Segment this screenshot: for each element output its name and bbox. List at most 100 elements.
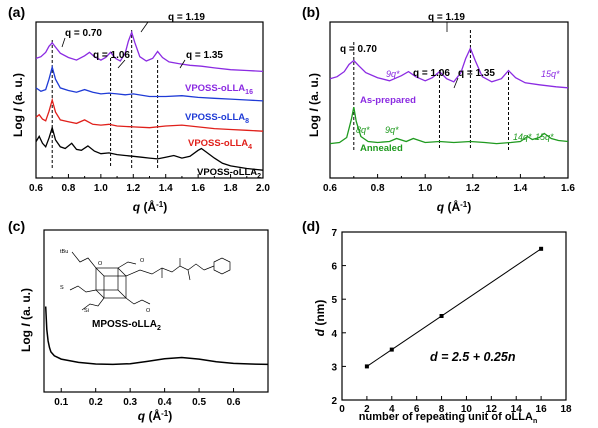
peak-arrow — [179, 59, 186, 69]
panel-d-xtick-label: 16 — [536, 404, 548, 415]
panel-d-xtick-label: 6 — [414, 404, 420, 415]
panel-b: (b) 0.6 0.8 1.0 1.2 1.4 1.6 q = 0.70 q = 1.06 q … — [302, 4, 575, 214]
panel-d-ytick-label: 2 — [331, 396, 337, 407]
panel-d-xtick-label: 14 — [511, 404, 523, 415]
annotation-annealed: 14q* — [513, 132, 532, 142]
panel-c-xtick-label: 0.3 — [123, 397, 137, 408]
series-line-MPOSS-oLLA2 — [44, 306, 269, 366]
structure-atom-label: Si — [84, 308, 89, 314]
series-line-VPOSS-oLLA4 — [35, 97, 264, 132]
chemical-structure — [69, 251, 231, 311]
panel-a-xtick-label: 0.8 — [61, 183, 75, 194]
peak-arrow — [117, 59, 126, 69]
data-point — [364, 364, 369, 369]
panel-d-ytick-label: 7 — [331, 228, 337, 239]
peak-label: q = 1.06 — [93, 50, 130, 61]
peak-label: q = 0.70 — [65, 28, 102, 39]
peak-label: q = 1.35 — [186, 50, 223, 61]
panel-a: (a) 0.6 0.8 1.0 1.2 1.4 1.6 1.8 2.0 q = 0.70 q = … — [8, 4, 270, 214]
panel-c-frame — [43, 229, 269, 393]
data-point — [439, 314, 444, 318]
panel-d-ytick-label: 4 — [331, 329, 337, 340]
panel-c-xlabel: q (Å-1) — [138, 408, 172, 423]
series-line-VPOSS-oLLA2 — [35, 125, 264, 171]
panel-d-xtick-label: 12 — [486, 404, 498, 415]
annotation-as-prepared: 15q* — [541, 69, 560, 79]
data-point — [539, 246, 544, 251]
peak-label: q = 1.19 — [428, 12, 465, 23]
structure-atom-label: O — [140, 258, 145, 264]
panel-d-xtick-label: 0 — [339, 404, 345, 415]
panel-b-xtick-label: 1.2 — [466, 183, 480, 194]
panel-c-ylabel: Log I (a. u.) — [19, 288, 33, 352]
panel-c-label: (c) — [8, 218, 25, 234]
data-point — [389, 347, 394, 352]
panel-d-label: (d) — [302, 218, 320, 234]
panel-d-xtick-label: 2 — [364, 404, 370, 415]
series-label: VPOSS-oLLA4 — [188, 138, 252, 151]
peak-label: q = 1.06 — [413, 68, 450, 79]
panel-b-label: (b) — [302, 4, 320, 20]
panel-c-xtick-label: 0.6 — [227, 397, 241, 408]
peak-label: q = 0.70 — [340, 44, 377, 55]
fit-line — [366, 248, 542, 367]
panel-b-xtick-label: 0.8 — [371, 183, 385, 194]
panel-a-frame — [35, 21, 264, 179]
compound-label: MPOSS-oLLA2 — [92, 319, 161, 332]
annotation-annealed: 9q* — [385, 125, 399, 135]
peak-label: q = 1.35 — [458, 68, 495, 79]
peak-label: q = 1.19 — [168, 12, 205, 23]
series-label: Annealed — [360, 143, 403, 154]
peak-arrow — [140, 21, 149, 33]
series-label: As-prepared — [360, 95, 416, 106]
panel-a-xtick-label: 1.0 — [94, 183, 108, 194]
series-label: VPOSS-oLLA8 — [185, 112, 249, 125]
panel-d-xlabel: number of repeating unit of oLLAn — [359, 411, 537, 425]
panel-a-xlabel: q (Å-1) — [133, 199, 167, 214]
structure-atom-label: O — [98, 261, 103, 267]
panel-d-xtick-label: 10 — [461, 404, 473, 415]
panel-d-xtick-label: 4 — [389, 404, 395, 415]
panel-d-frame — [341, 231, 567, 401]
panel-a-xtick-label: 1.4 — [159, 183, 173, 194]
panel-d-ylabel: d (nm) — [313, 300, 327, 337]
series-line-As-prepared — [329, 46, 569, 89]
panel-b-xtick-label: 0.6 — [323, 183, 337, 194]
panel-b-xtick-label: 1.4 — [513, 183, 527, 194]
panel-d-xtick-label: 8 — [439, 404, 445, 415]
panel-c: (c) 0.1 0.2 0.3 0.4 0.5 0.6 Log I (a. u.) q (… — [8, 218, 269, 423]
panel-d-ytick-label: 5 — [331, 295, 337, 306]
panel-a-ylabel: Log I (a. u.) — [11, 73, 25, 137]
panel-b-xlabel: q (Å-1) — [437, 199, 471, 214]
panel-a-xtick-label: 1.2 — [126, 183, 140, 194]
panel-c-xtick-label: 0.1 — [54, 397, 68, 408]
panel-a-xtick-label: 2.0 — [256, 183, 270, 194]
panel-a-xtick-label: 1.6 — [191, 183, 205, 194]
panel-b-xtick-label: 1.6 — [561, 183, 575, 194]
panel-a-xtick-label: 1.8 — [224, 183, 238, 194]
structure-atom-label: S — [60, 285, 64, 291]
series-label: VPOSS-oLLA2 — [197, 167, 261, 180]
panel-c-xtick-label: 0.4 — [158, 397, 172, 408]
annotation-annealed: 15q* — [535, 132, 554, 142]
series-label: VPOSS-oLLA16 — [185, 83, 253, 96]
series-line-Annealed — [329, 106, 569, 145]
structure-atom-label: tBu — [60, 249, 68, 255]
panel-d-xtick-label: 18 — [560, 404, 572, 415]
annotation-as-prepared: 9q* — [386, 69, 400, 79]
panel-a-xtick-label: 0.6 — [29, 183, 43, 194]
panel-a-label: (a) — [8, 4, 25, 20]
panel-d-ytick-label: 3 — [331, 362, 337, 373]
panel-c-xtick-label: 0.2 — [89, 397, 103, 408]
panel-d-ytick-label: 6 — [331, 262, 337, 273]
panel-b-xtick-label: 1.0 — [418, 183, 432, 194]
fit-equation: d = 2.5 + 0.25n — [430, 350, 516, 364]
series-line-VPOSS-oLLA16 — [35, 30, 264, 73]
series-line-VPOSS-oLLA8 — [35, 64, 264, 102]
structure-atom-label: O — [146, 308, 151, 314]
annotation-annealed: 8q* — [356, 125, 370, 135]
peak-arrow — [61, 37, 66, 48]
panel-c-xtick-label: 0.5 — [192, 397, 206, 408]
